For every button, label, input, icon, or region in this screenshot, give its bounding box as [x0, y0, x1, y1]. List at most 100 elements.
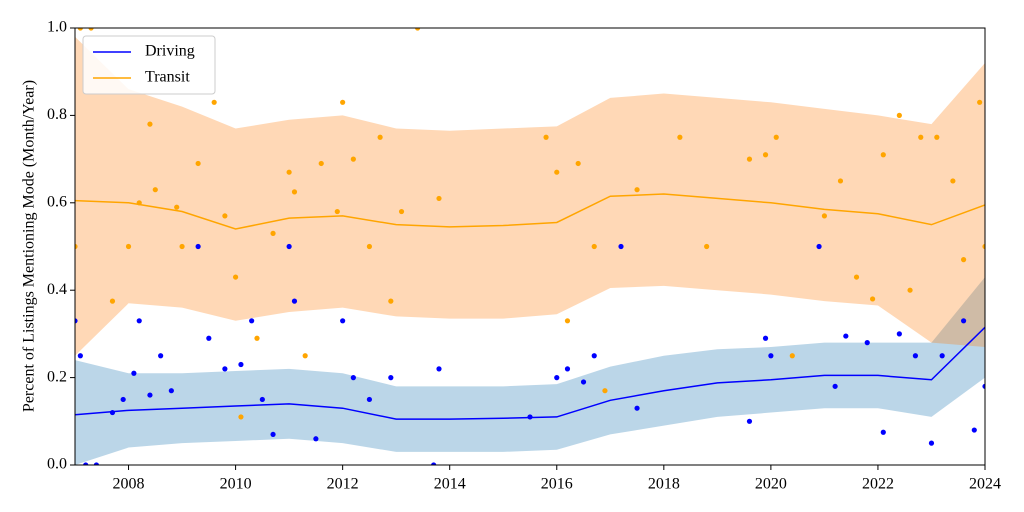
- data-point: [259, 396, 265, 403]
- data-point: [270, 431, 276, 438]
- data-point: [334, 208, 340, 215]
- data-point: [950, 178, 956, 184]
- data-point: [388, 298, 394, 304]
- data-point: [179, 243, 185, 250]
- data-point: [591, 243, 597, 250]
- y-tick-label: 0.4: [47, 281, 67, 298]
- data-point: [837, 178, 844, 184]
- data-point: [238, 414, 244, 420]
- data-point: [131, 370, 137, 376]
- data-point: [773, 134, 779, 140]
- data-point: [880, 429, 886, 435]
- data-point: [977, 99, 983, 105]
- data-point: [912, 353, 919, 359]
- x-tick-label: 2022: [862, 476, 894, 493]
- x-tick-label: 2020: [755, 476, 787, 493]
- trend-line: [75, 326, 985, 420]
- data-point: [211, 99, 217, 105]
- data-point: [414, 28, 421, 31]
- data-point: [77, 28, 83, 31]
- data-point: [618, 243, 624, 250]
- data-point: [677, 134, 683, 140]
- data-point: [436, 366, 442, 372]
- data-point: [77, 353, 83, 359]
- x-tick-label: 2008: [113, 476, 145, 493]
- data-point: [222, 366, 228, 372]
- data-point: [431, 462, 437, 465]
- data-point: [232, 274, 239, 280]
- confidence-band: [75, 277, 985, 465]
- x-tick-label: 2012: [327, 476, 359, 493]
- data-point: [789, 353, 795, 359]
- data-point: [93, 462, 100, 465]
- data-point: [366, 396, 373, 403]
- data-point: [254, 335, 260, 341]
- data-point: [286, 243, 292, 250]
- data-point: [88, 28, 94, 31]
- data-point: [746, 418, 753, 424]
- data-point: [634, 405, 640, 411]
- data-point: [821, 213, 828, 219]
- data-point: [934, 134, 940, 140]
- legend-label: Driving: [145, 43, 195, 60]
- data-point: [907, 287, 913, 293]
- x-tick-label: 2024: [969, 476, 1001, 493]
- data-point: [602, 388, 608, 394]
- legend-box: [82, 35, 216, 95]
- data-point: [174, 204, 180, 210]
- x-tick-label: 2014: [434, 476, 466, 493]
- data-point: [291, 189, 298, 195]
- data-point: [591, 353, 597, 359]
- y-axis-label: Percent of Listings Mentioning Mode (Mon…: [21, 80, 38, 412]
- data-point: [377, 134, 383, 140]
- data-point: [634, 187, 640, 193]
- y-tick-label: 0.2: [47, 368, 67, 385]
- data-point: [880, 152, 886, 158]
- data-point: [238, 361, 244, 368]
- y-tick-label: 0.0: [47, 456, 67, 473]
- data-point: [147, 392, 153, 398]
- data-point: [928, 440, 935, 446]
- data-point: [350, 156, 356, 162]
- data-point: [982, 383, 985, 389]
- data-point: [286, 169, 292, 175]
- data-point: [125, 243, 132, 250]
- data-point: [195, 243, 201, 250]
- data-point: [75, 243, 78, 250]
- data-point: [896, 112, 902, 118]
- data-point: [554, 169, 560, 175]
- data-point: [206, 335, 212, 341]
- data-point: [762, 335, 769, 341]
- data-point: [109, 298, 116, 304]
- data-point: [843, 333, 849, 339]
- trend-line: [75, 193, 985, 230]
- data-point: [152, 187, 158, 193]
- data-point: [971, 427, 977, 433]
- data-point: [575, 160, 581, 167]
- data-point: [168, 388, 174, 394]
- data-point: [222, 213, 228, 219]
- data-point: [564, 318, 571, 324]
- data-point: [960, 318, 967, 324]
- data-point: [398, 208, 405, 215]
- plot-frame: [74, 27, 986, 466]
- x-tick-label: 2018: [648, 476, 680, 493]
- data-point: [340, 99, 346, 105]
- data-point: [366, 243, 373, 250]
- y-tick-label: 0.8: [47, 106, 67, 123]
- y-tick-label: 0.6: [47, 193, 67, 210]
- data-point: [762, 152, 769, 158]
- data-point: [340, 318, 346, 324]
- data-point: [768, 353, 774, 359]
- data-point: [939, 353, 945, 359]
- data-point: [195, 160, 201, 167]
- data-point: [816, 243, 822, 250]
- data-point: [388, 375, 394, 381]
- data-point: [270, 230, 276, 236]
- data-point: [564, 366, 571, 372]
- data-point: [982, 243, 985, 250]
- data-point: [746, 156, 753, 162]
- data-point: [249, 318, 255, 324]
- data-point: [543, 134, 549, 140]
- data-point: [313, 436, 319, 442]
